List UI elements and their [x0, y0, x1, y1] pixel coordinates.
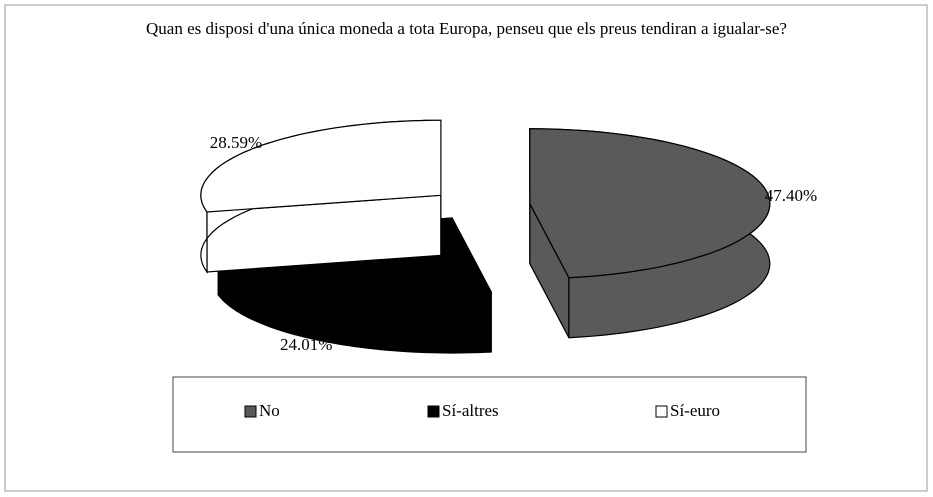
legend-box — [172, 376, 807, 453]
legend-swatch — [427, 405, 440, 418]
legend-label: Sí-altres — [442, 401, 499, 420]
data-label: 24.01% — [280, 335, 332, 354]
legend-swatch — [244, 405, 257, 418]
pie-slice — [529, 128, 771, 339]
legend-swatch — [655, 405, 668, 418]
legend-label: Sí-euro — [670, 401, 720, 420]
legend-label: No — [259, 401, 280, 420]
data-label: 47.40% — [765, 186, 817, 205]
pie-slice — [200, 119, 442, 274]
slice-top — [200, 119, 442, 213]
chart-title: Quan es disposi d'una única moneda a tot… — [146, 19, 787, 38]
data-label: 28.59% — [210, 133, 262, 152]
slice-top — [529, 128, 771, 279]
